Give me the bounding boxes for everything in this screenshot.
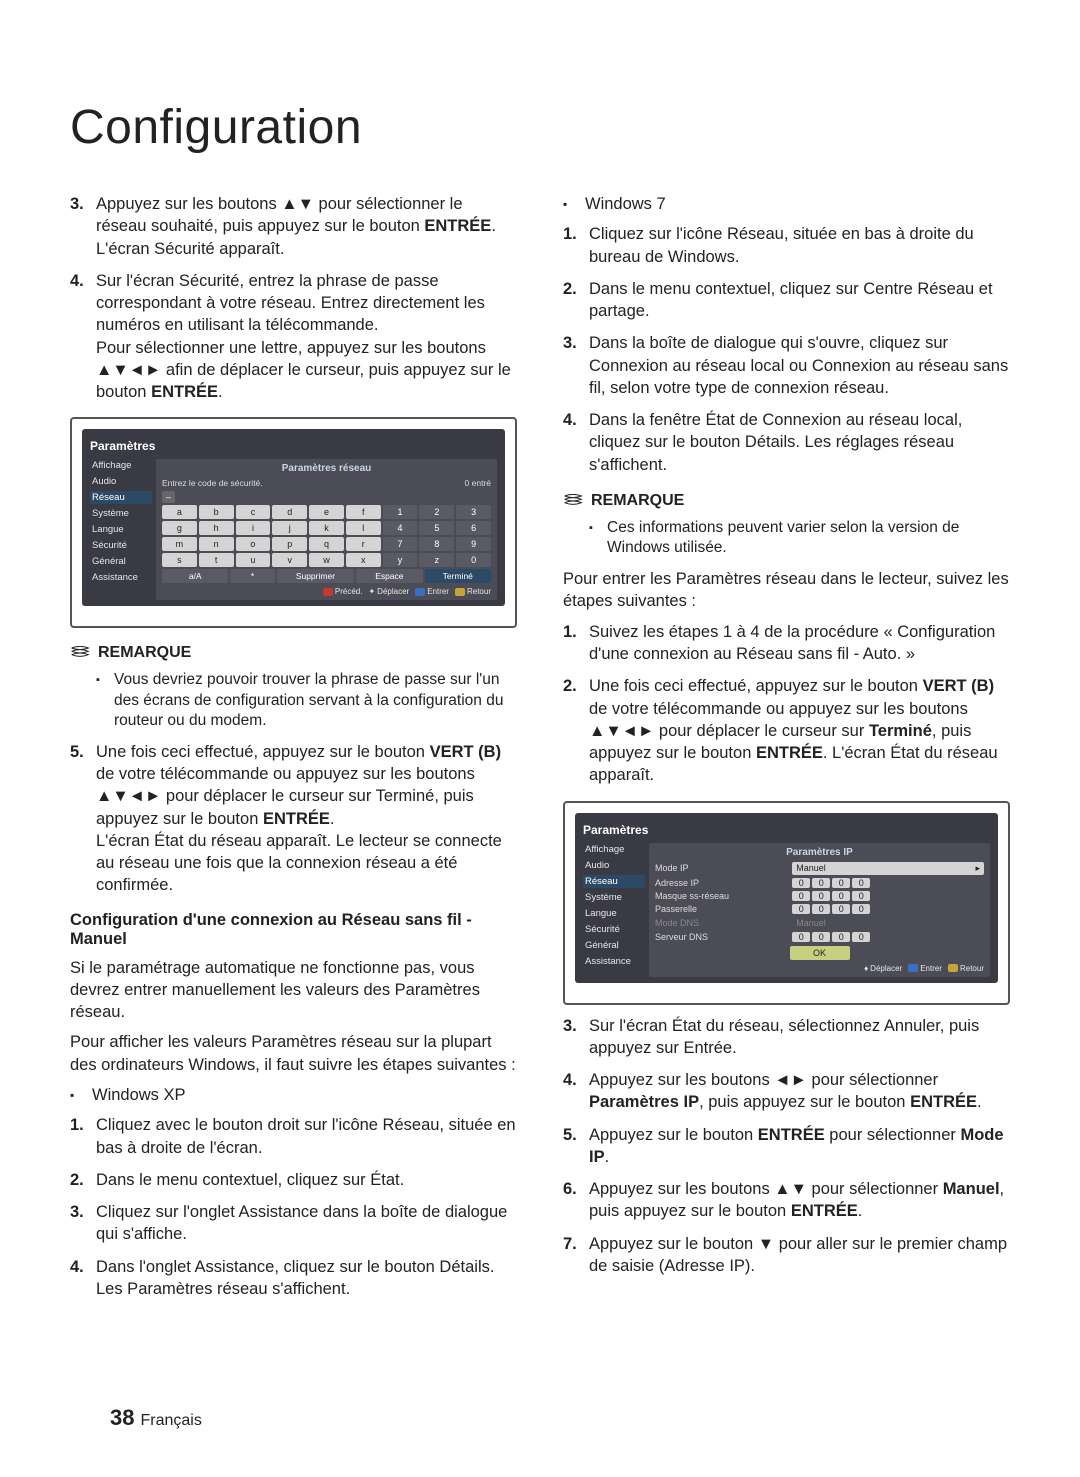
panel-title: Paramètres IP	[655, 847, 984, 858]
xp-step-2: 2.Dans le menu contextuel, cliquez sur É…	[70, 1169, 517, 1191]
reader-step-1: 1.Suivez les étapes 1 à 4 de la procédur…	[563, 621, 1010, 666]
ui-title: Paramètres	[583, 823, 990, 837]
step-5: 5. Une fois ceci effectué, appuyez sur l…	[70, 741, 517, 897]
w7-step-3: 3.Dans la boîte de dialogue qui s'ouvre,…	[563, 332, 1010, 399]
xp-step-3: 3.Cliquez sur l'onglet Assistance dans l…	[70, 1201, 517, 1246]
entered-count: 0 entré	[465, 478, 491, 488]
security-prompt: Entrez le code de sécurité.	[162, 478, 263, 488]
ok-button: OK	[790, 946, 850, 960]
step-text: Une fois ceci effectué, appuyez sur le b…	[96, 741, 517, 897]
body-text: Si le paramétrage automatique ne fonctio…	[70, 957, 517, 1024]
page-title: Configuration	[70, 100, 1010, 155]
windows-xp-heading: Windows XP	[70, 1084, 517, 1106]
note-item: Vous devriez pouvoir trouver la phrase d…	[96, 670, 517, 730]
step-number: 5.	[70, 741, 96, 897]
body-text: Pour afficher les valeurs Paramètres rés…	[70, 1031, 517, 1076]
xp-step-1: 1.Cliquez avec le bouton droit sur l'icô…	[70, 1114, 517, 1159]
remarque-heading: REMARQUE	[563, 492, 1010, 510]
reader-step-7: 7.Appuyez sur le bouton ▼ pour aller sur…	[563, 1233, 1010, 1278]
settings-ip-screenshot: Paramètres AffichageAudioRéseauSystèmeLa…	[563, 801, 1010, 1005]
manual-config-heading: Configuration d'une connexion au Réseau …	[70, 911, 517, 949]
w7-step-4: 4.Dans la fenêtre État de Connexion au r…	[563, 409, 1010, 476]
minus-key: –	[162, 491, 175, 503]
reader-step-2: 2. Une fois ceci effectué, appuyez sur l…	[563, 675, 1010, 786]
step-text: Sur l'écran Sécurité, entrez la phrase d…	[96, 270, 517, 404]
keyboard-grid: abcdef123ghijkl456mnopqr789stuvwxyz0	[162, 505, 491, 567]
reader-step-6: 6. Appuyez sur les boutons ▲▼ pour sélec…	[563, 1178, 1010, 1223]
ip-settings-grid: Mode IPManuel▸Adresse IP0000Masque ss-ré…	[655, 862, 984, 942]
ui-main-panel: Paramètres réseau Entrez le code de sécu…	[156, 459, 497, 600]
right-column: Windows 7 1.Cliquez sur l'icône Réseau, …	[563, 193, 1010, 1310]
ui-main-panel: Paramètres IP Mode IPManuel▸Adresse IP00…	[649, 843, 990, 977]
ui-sidebar: AffichageAudioRéseauSystèmeLangueSécurit…	[583, 843, 645, 977]
panel-title: Paramètres réseau	[162, 463, 491, 474]
w7-step-2: 2.Dans le menu contextuel, cliquez sur C…	[563, 278, 1010, 323]
two-column-layout: 3. Appuyez sur les boutons ▲▼ pour sélec…	[70, 193, 1010, 1310]
ui-sidebar: AffichageAudioRéseauSystèmeLangueSécurit…	[90, 459, 152, 600]
left-column: 3. Appuyez sur les boutons ▲▼ pour sélec…	[70, 193, 517, 1310]
body-text: Pour entrer les Paramètres réseau dans l…	[563, 568, 1010, 613]
windows-7-heading: Windows 7	[563, 193, 1010, 215]
remarque-heading: REMARQUE	[70, 644, 517, 662]
step-3: 3. Appuyez sur les boutons ▲▼ pour sélec…	[70, 193, 517, 260]
step-number: 4.	[70, 270, 96, 404]
keyboard-bottom-row: a/A*SupprimerEspaceTerminé	[162, 569, 491, 583]
note-item: Ces informations peuvent varier selon la…	[589, 518, 1010, 558]
step-number: 3.	[70, 193, 96, 260]
xp-step-4: 4.Dans l'onglet Assistance, cliquez sur …	[70, 1256, 517, 1301]
settings-keyboard-screenshot: Paramètres AffichageAudioRéseauSystèmeLa…	[70, 417, 517, 628]
note-icon	[70, 646, 90, 660]
step-4: 4. Sur l'écran Sécurité, entrez la phras…	[70, 270, 517, 404]
reader-step-5: 5. Appuyez sur le bouton ENTRÉE pour sél…	[563, 1124, 1010, 1169]
note-icon	[563, 494, 583, 508]
page-footer: 38Français	[110, 1405, 202, 1431]
reader-step-3: 3.Sur l'écran État du réseau, sélectionn…	[563, 1015, 1010, 1060]
reader-step-4: 4. Appuyez sur les boutons ◄► pour sélec…	[563, 1069, 1010, 1114]
nav-hints: Précéd. ✦ Déplacer Entrer Retour	[162, 587, 491, 596]
nav-hints: ♦ Déplacer Entrer Retour	[655, 964, 984, 973]
step-text: Appuyez sur les boutons ▲▼ pour sélectio…	[96, 193, 517, 260]
ui-title: Paramètres	[90, 439, 497, 453]
w7-step-1: 1.Cliquez sur l'icône Réseau, située en …	[563, 223, 1010, 268]
